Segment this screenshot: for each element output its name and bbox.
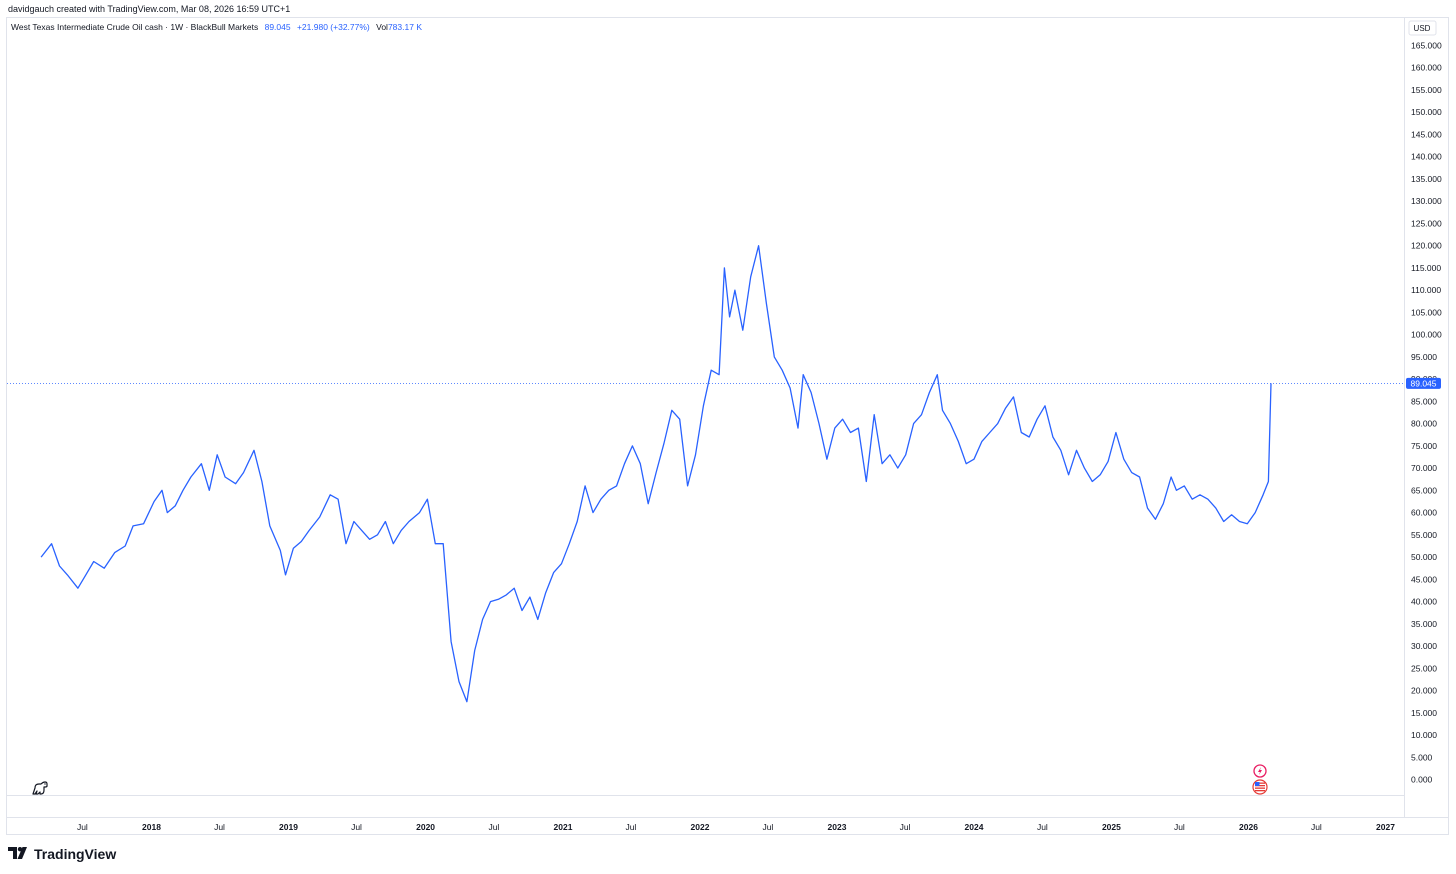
y-tick-label: 160.000 — [1411, 63, 1442, 73]
x-tick-label: 2023 — [828, 822, 847, 832]
y-tick-label: 95.000 — [1411, 352, 1437, 362]
x-tick-label: 2020 — [416, 822, 435, 832]
y-tick-label: 10.000 — [1411, 730, 1437, 740]
y-tick-label: 75.000 — [1411, 441, 1437, 451]
y-tick-label: 65.000 — [1411, 485, 1437, 495]
legend-vol-value: 783.17 K — [387, 22, 422, 32]
y-tick-label: 0.000 — [1411, 775, 1433, 785]
y-tick-label: 30.000 — [1411, 641, 1437, 651]
x-tick-label: Jul — [1037, 822, 1048, 832]
y-tick-label: 5.000 — [1411, 752, 1433, 762]
last-price-label: 89.045 — [1411, 378, 1437, 388]
y-tick-label: 150.000 — [1411, 107, 1442, 117]
legend-symbol[interactable]: West Texas Intermediate Crude Oil cash ·… — [11, 22, 259, 32]
chart-legend: West Texas Intermediate Crude Oil cash ·… — [11, 22, 422, 32]
x-tick-label: 2025 — [1102, 822, 1121, 832]
x-tick-label: 2022 — [691, 822, 710, 832]
y-tick-label: 130.000 — [1411, 196, 1442, 206]
legend-change: +21.980 (+32.77%) — [296, 22, 370, 32]
events-flash-icon[interactable] — [1253, 764, 1267, 778]
y-tick-label: 20.000 — [1411, 686, 1437, 696]
x-tick-label: 2019 — [279, 822, 298, 832]
x-tick-label: 2026 — [1239, 822, 1258, 832]
y-tick-label: 70.000 — [1411, 463, 1437, 473]
y-tick-label: 25.000 — [1411, 663, 1437, 673]
dino-icon[interactable] — [32, 781, 48, 795]
y-tick-label: 140.000 — [1411, 152, 1442, 162]
currency-label: USD — [1414, 24, 1431, 33]
x-tick-label: Jul — [762, 822, 773, 832]
y-tick-label: 100.000 — [1411, 330, 1442, 340]
y-tick-label: 50.000 — [1411, 552, 1437, 562]
y-tick-label: 165.000 — [1411, 41, 1442, 51]
y-tick-label: 120.000 — [1411, 241, 1442, 251]
currency-button[interactable]: USD — [1408, 20, 1437, 36]
y-tick-label: 125.000 — [1411, 218, 1442, 228]
x-tick-label: 2024 — [965, 822, 984, 832]
x-tick-label: 2027 — [1376, 822, 1395, 832]
tradingview-wordmark: TradingView — [34, 846, 117, 862]
y-tick-label: 15.000 — [1411, 708, 1437, 718]
chart-credit: davidgauch created with TradingView.com,… — [8, 4, 291, 14]
y-tick-label: 135.000 — [1411, 174, 1442, 184]
x-tick-label: Jul — [625, 822, 636, 832]
chart-frame[interactable] — [6, 17, 1449, 835]
y-tick-label: 35.000 — [1411, 619, 1437, 629]
price-series-line — [40, 245, 1272, 703]
tradingview-logo-icon — [8, 847, 27, 859]
x-tick-label: 2018 — [142, 822, 161, 832]
x-tick-label: Jul — [77, 822, 88, 832]
x-tick-label: 2021 — [554, 822, 573, 832]
y-tick-label: 85.000 — [1411, 396, 1437, 406]
y-tick-label: 55.000 — [1411, 530, 1437, 540]
y-tick-label: 110.000 — [1411, 285, 1441, 295]
y-tick-label: 145.000 — [1411, 130, 1442, 140]
x-tick-label: Jul — [214, 822, 225, 832]
y-tick-label: 80.000 — [1411, 419, 1437, 429]
y-tick-label: 40.000 — [1411, 597, 1437, 607]
y-tick-label: 105.000 — [1411, 307, 1442, 317]
x-tick-label: Jul — [1174, 822, 1185, 832]
y-tick-label: 45.000 — [1411, 574, 1437, 584]
x-tick-label: Jul — [351, 822, 362, 832]
x-tick-label: Jul — [488, 822, 499, 832]
tradingview-logo[interactable]: TradingView — [8, 846, 116, 862]
y-tick-label: 155.000 — [1411, 85, 1442, 95]
y-tick-label: 60.000 — [1411, 508, 1437, 518]
us-flag-icon[interactable] — [1252, 779, 1268, 795]
last-price-badge — [1406, 377, 1441, 389]
y-tick-label: 115.000 — [1411, 263, 1441, 273]
x-tick-label: Jul — [1311, 822, 1322, 832]
x-tick-label: Jul — [900, 822, 911, 832]
legend-price: 89.045 — [264, 22, 291, 32]
legend-vol-label: Vol — [376, 22, 388, 32]
